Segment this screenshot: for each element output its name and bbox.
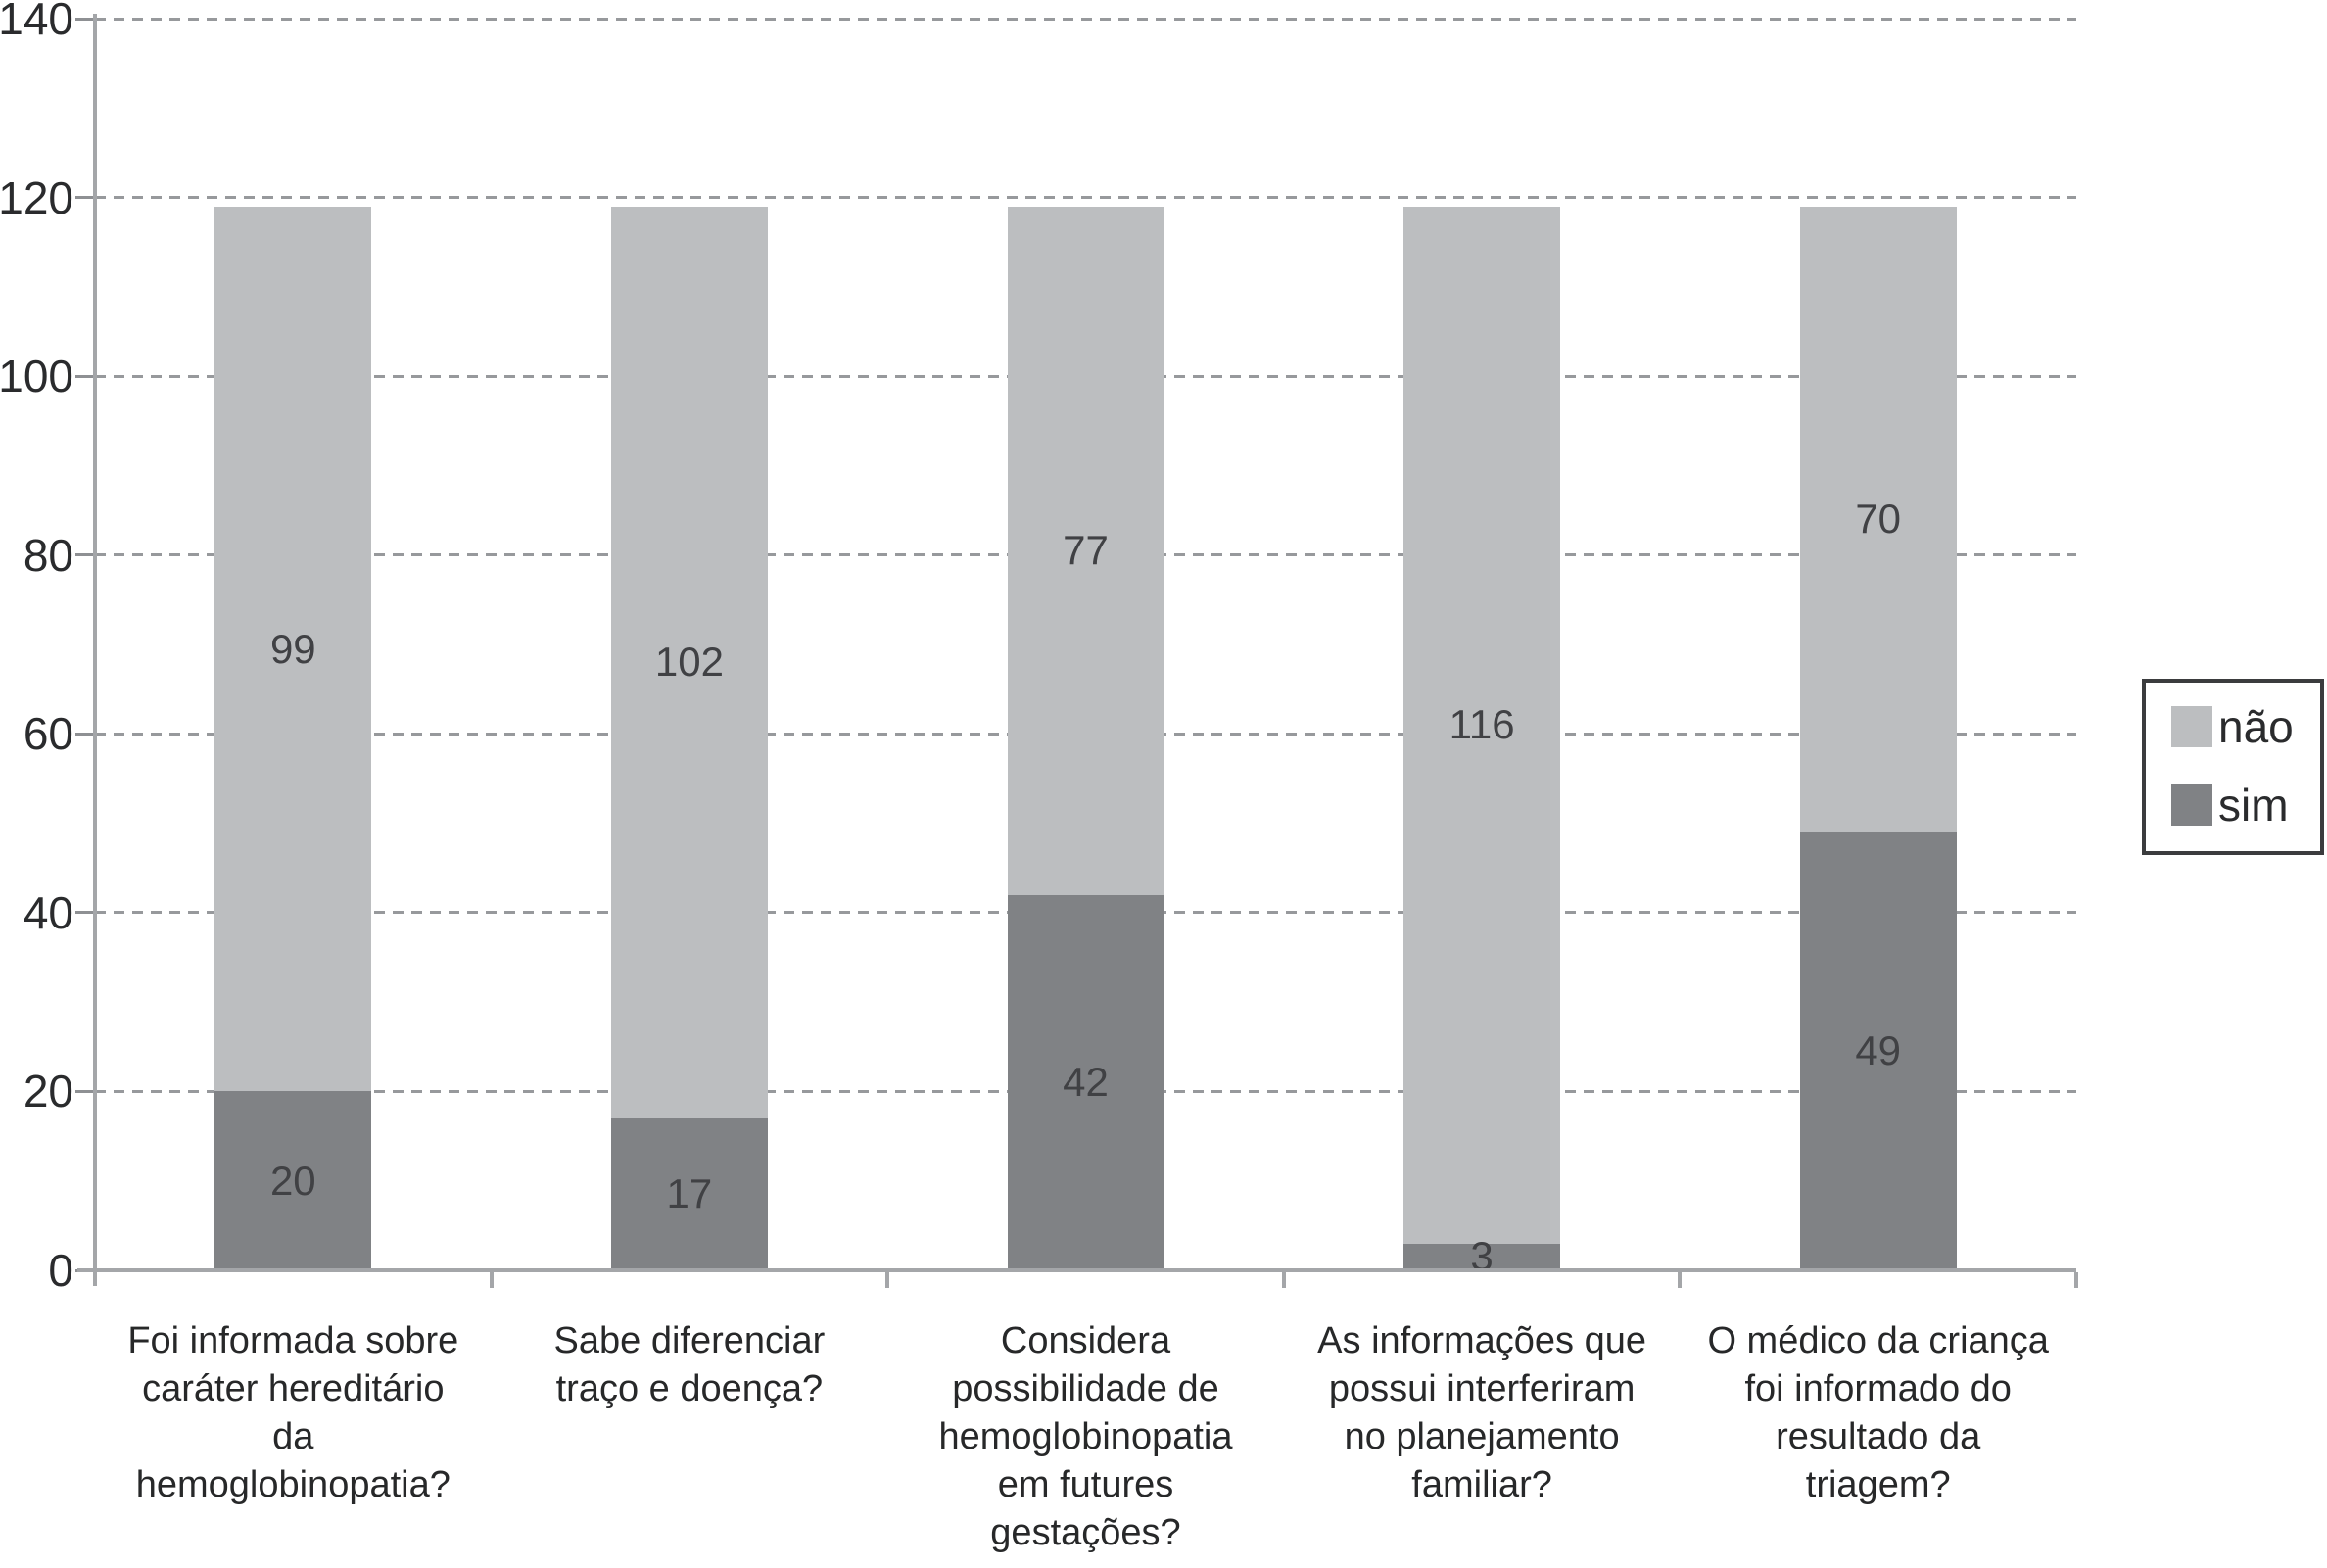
bar-nao-2 [1007,206,1164,895]
y-tick-label-140: 140 [0,0,73,44]
y-tick-60 [75,732,95,736]
category-label-2: Considera possibilidade de hemoglobinopa… [938,1320,1233,1553]
x-axis-tick-4 [1678,1272,1683,1288]
value-label-sim-0: 20 [269,1157,316,1204]
x-axis-tick-2 [885,1272,890,1288]
y-tick-label-60: 60 [23,708,73,760]
bar-sim-3 [1403,1243,1561,1270]
legend: não sim [2142,679,2324,855]
bar-sim-1 [610,1117,768,1270]
y-tick-label-100: 100 [0,351,73,403]
bar-sim-2 [1007,894,1164,1270]
gridline-120 [95,196,2076,200]
y-tick-label-20: 20 [23,1066,73,1117]
y-tick-80 [75,553,95,557]
bar-sim-0 [214,1091,372,1270]
y-tick-label-0: 0 [48,1245,73,1296]
value-label-sim-2: 42 [1063,1059,1109,1106]
gridline-140 [95,17,2076,21]
legend-swatch-sim [2171,784,2212,826]
y-tick-label-40: 40 [23,886,73,938]
legend-item-nao: não [2171,704,2294,749]
y-tick-140 [75,17,95,21]
y-tick-20 [75,1089,95,1093]
category-label-4: O médico da criança foi informado do res… [1707,1320,2049,1505]
legend-label-sim: sim [2218,780,2289,831]
value-label-nao-1: 102 [654,639,724,686]
legend-swatch-nao [2171,706,2212,747]
x-axis-line [77,1268,2076,1272]
y-tick-label-80: 80 [23,529,73,581]
value-label-sim-3: 3 [1470,1233,1494,1280]
value-label-nao-0: 99 [269,625,316,672]
category-label-3: As informações que possui interferiram n… [1317,1320,1647,1505]
value-label-nao-4: 70 [1855,496,1902,543]
bar-nao-3 [1403,206,1561,1244]
bar-nao-1 [610,206,768,1118]
y-tick-label-120: 120 [0,171,73,223]
bar-nao-4 [1799,206,1957,832]
x-axis-tick-3 [1281,1272,1286,1288]
y-tick-40 [75,911,95,915]
y-tick-120 [75,196,95,200]
legend-label-nao: não [2218,701,2294,752]
x-axis-tick-1 [489,1272,494,1288]
value-label-nao-3: 116 [1448,701,1515,748]
x-axis-tick-5 [2074,1272,2078,1288]
y-tick-100 [75,374,95,378]
value-label-sim-1: 17 [666,1170,713,1217]
value-label-sim-4: 49 [1855,1027,1902,1074]
bar-sim-4 [1799,832,1957,1270]
y-axis-line [93,14,97,1286]
category-label-0: Foi informada sobre caráter hereditário … [127,1320,459,1505]
value-label-nao-2: 77 [1063,527,1109,574]
legend-item-sim: sim [2171,783,2289,828]
bar-nao-0 [214,206,372,1092]
category-label-1: Sabe diferenciar traço e doença? [553,1320,826,1409]
